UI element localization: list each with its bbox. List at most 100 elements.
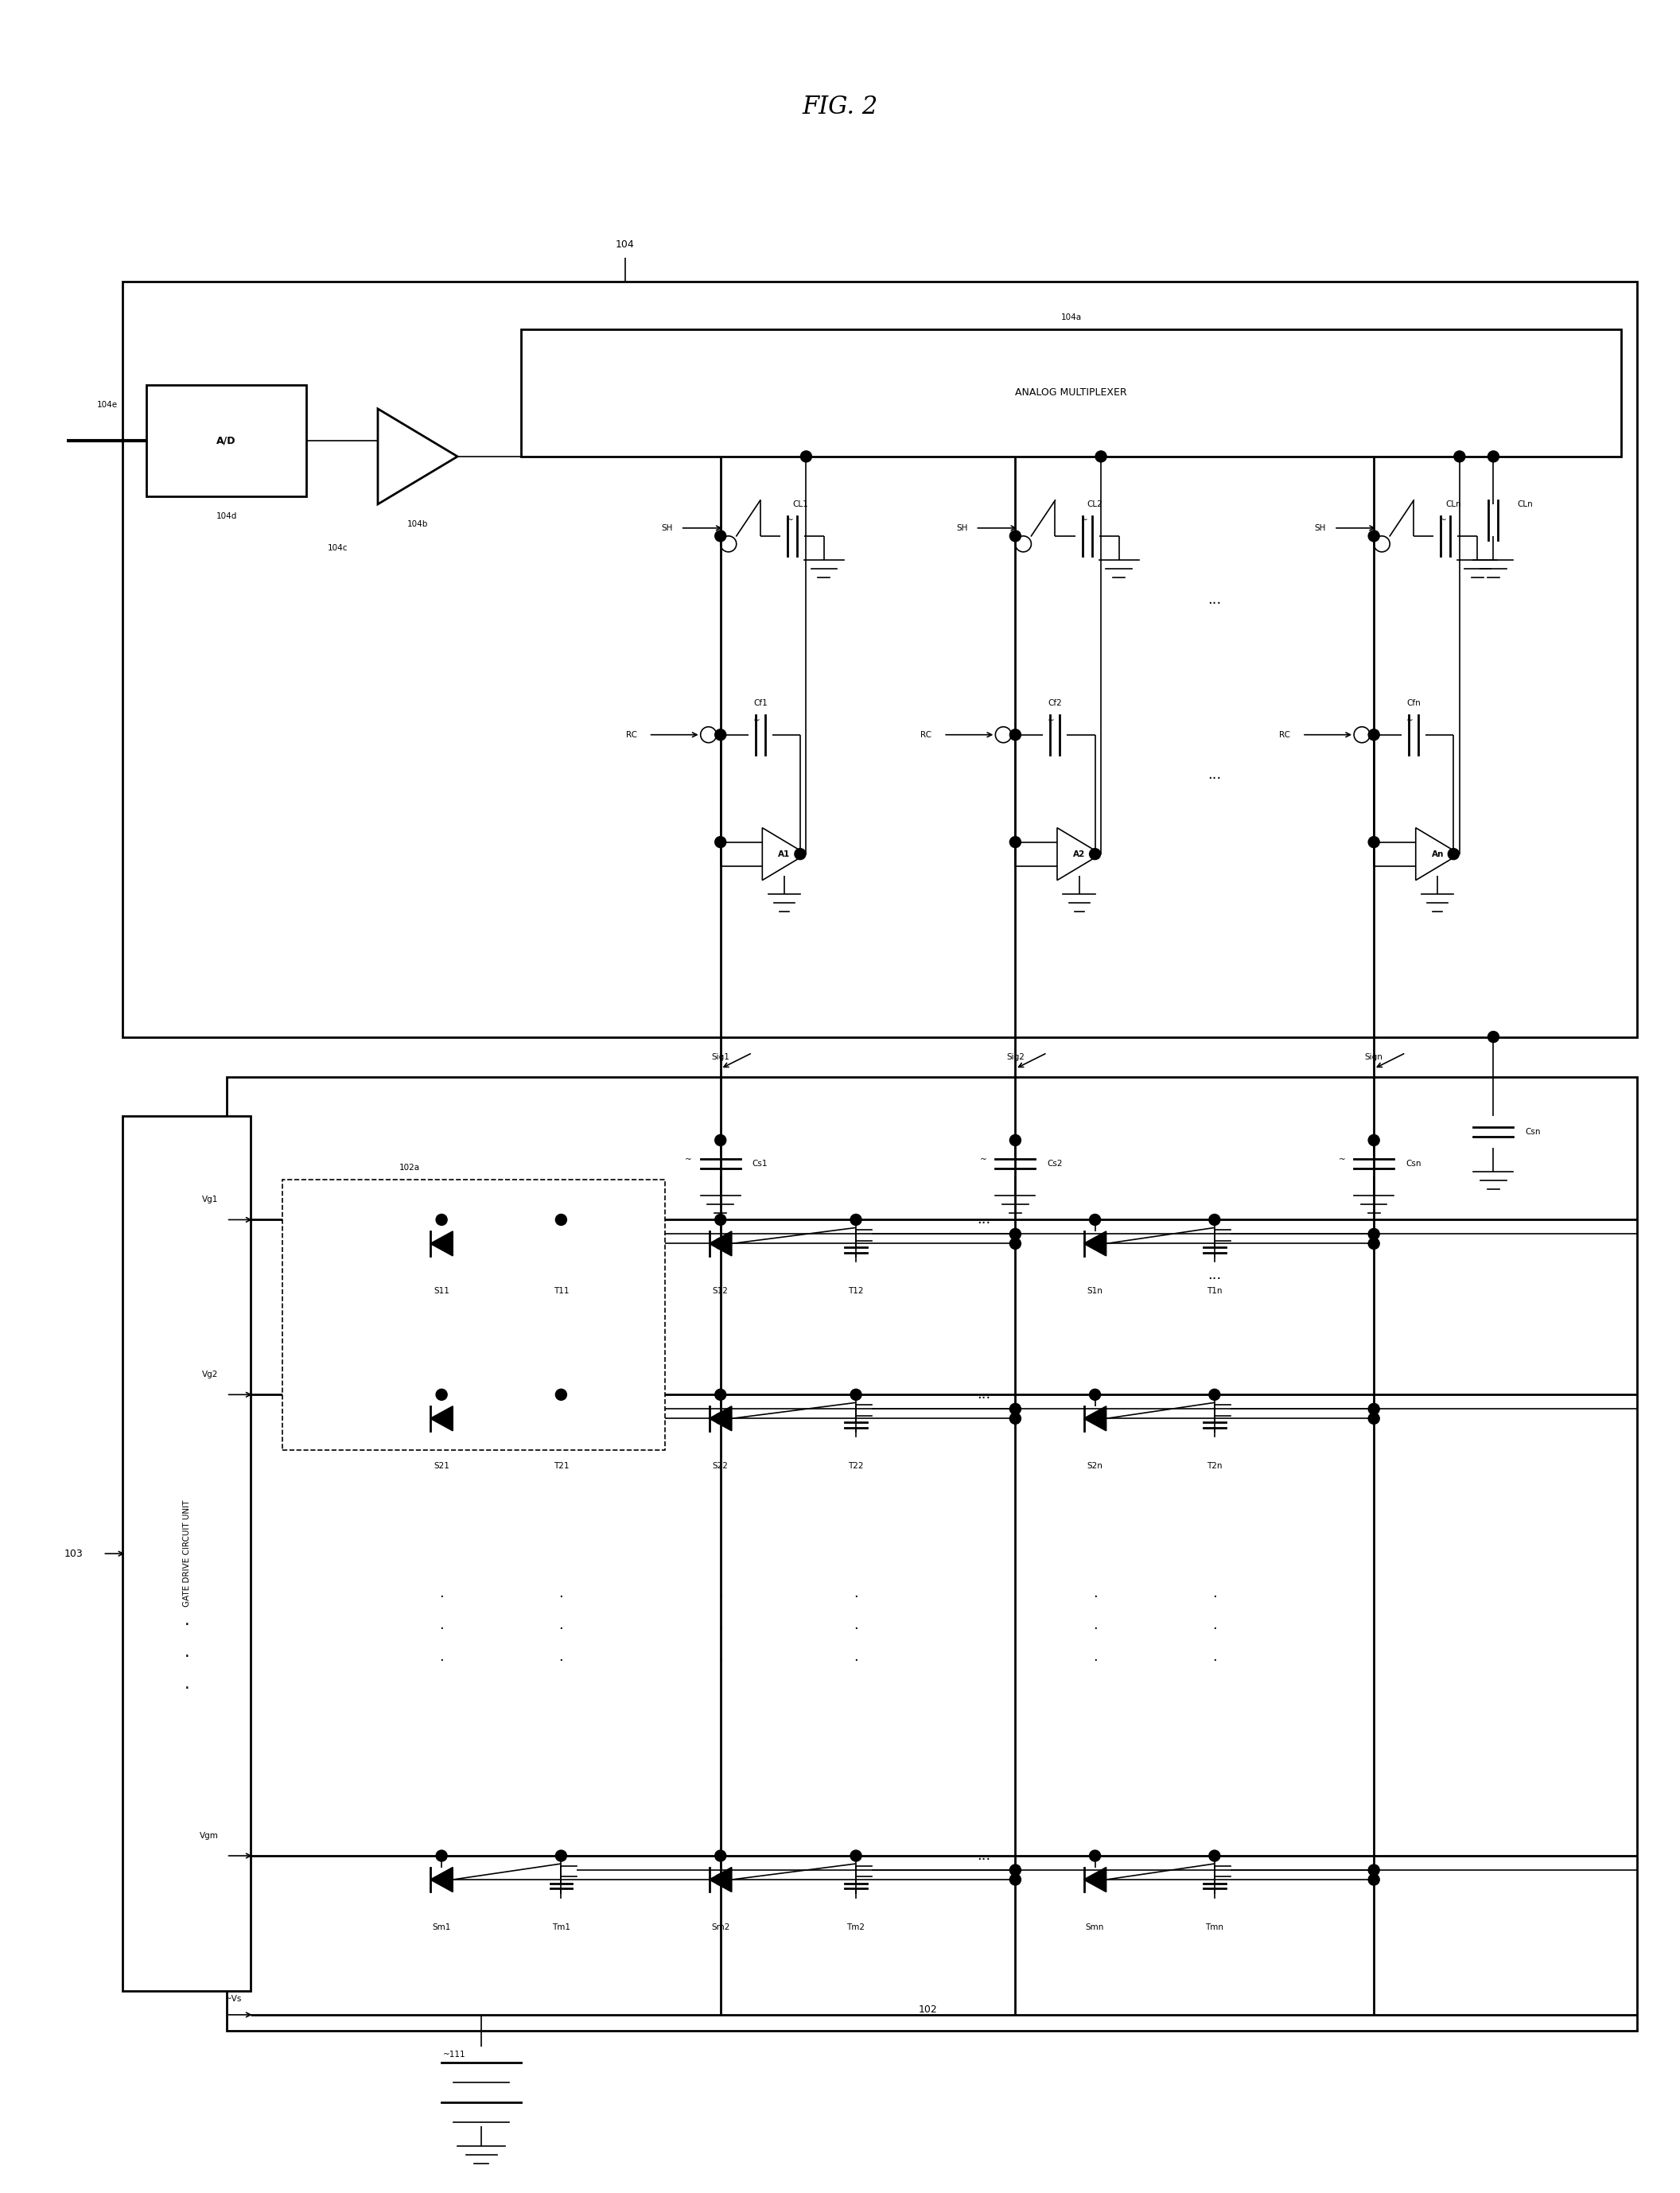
- Text: ~: ~: [1406, 717, 1413, 724]
- Bar: [123, 1116, 250, 1991]
- Text: ...: ...: [1208, 768, 1221, 781]
- Circle shape: [716, 531, 726, 542]
- Text: A/D: A/D: [217, 436, 237, 445]
- Circle shape: [556, 1851, 566, 1862]
- Polygon shape: [1084, 1406, 1105, 1430]
- Circle shape: [1368, 531, 1379, 542]
- Text: 104a: 104a: [1060, 314, 1082, 322]
- Bar: [123, 281, 1636, 1037]
- Bar: [146, 386, 306, 496]
- Text: Csn: Csn: [1525, 1129, 1541, 1136]
- Text: CLn: CLn: [1517, 500, 1534, 509]
- Text: T2n: T2n: [1206, 1463, 1223, 1469]
- Text: .: .: [1092, 1649, 1097, 1664]
- Text: .: .: [438, 1649, 444, 1664]
- Text: Vg2: Vg2: [202, 1371, 218, 1379]
- Circle shape: [556, 1215, 566, 1226]
- Circle shape: [1010, 531, 1021, 542]
- Text: ~: ~: [1440, 515, 1446, 524]
- Text: CL1: CL1: [793, 500, 808, 509]
- Text: ~Vs: ~Vs: [225, 1996, 242, 2002]
- Text: Cf1: Cf1: [753, 700, 768, 706]
- Polygon shape: [430, 1230, 452, 1257]
- Text: T1n: T1n: [1206, 1287, 1223, 1296]
- Circle shape: [1010, 1412, 1021, 1423]
- Text: Csn: Csn: [1406, 1160, 1421, 1169]
- Text: 104b: 104b: [407, 520, 428, 529]
- Circle shape: [716, 1215, 726, 1226]
- Text: Sm2: Sm2: [711, 1923, 729, 1932]
- Polygon shape: [1084, 1230, 1105, 1257]
- Circle shape: [716, 1134, 726, 1145]
- Text: .: .: [559, 1649, 563, 1664]
- Text: Tm2: Tm2: [847, 1923, 865, 1932]
- Text: S11: S11: [433, 1287, 450, 1296]
- Text: ~: ~: [979, 1156, 986, 1164]
- Text: S2n: S2n: [1087, 1463, 1102, 1469]
- Polygon shape: [430, 1406, 452, 1430]
- Text: RC: RC: [625, 730, 637, 739]
- Circle shape: [1095, 452, 1107, 463]
- Text: Vg1: Vg1: [202, 1195, 218, 1204]
- Circle shape: [1368, 1412, 1379, 1423]
- Text: ~: ~: [786, 515, 793, 524]
- Circle shape: [1010, 1134, 1021, 1145]
- Circle shape: [556, 1388, 566, 1399]
- Circle shape: [1089, 1851, 1100, 1862]
- Text: Sig1: Sig1: [711, 1053, 729, 1061]
- Circle shape: [716, 1412, 726, 1423]
- Text: Cs1: Cs1: [753, 1160, 768, 1169]
- Text: Tm1: Tm1: [553, 1923, 570, 1932]
- Circle shape: [1210, 1851, 1220, 1862]
- Circle shape: [716, 836, 726, 849]
- Text: Sign: Sign: [1364, 1053, 1383, 1061]
- Text: Cs2: Cs2: [1047, 1160, 1063, 1169]
- Text: 104e: 104e: [96, 401, 118, 408]
- Polygon shape: [709, 1230, 731, 1257]
- Polygon shape: [1084, 1868, 1105, 1893]
- Text: ~: ~: [1048, 717, 1055, 724]
- Polygon shape: [709, 1406, 731, 1430]
- Text: S12: S12: [712, 1287, 729, 1296]
- Text: ...: ...: [976, 1849, 990, 1862]
- Circle shape: [1453, 452, 1465, 463]
- Text: Tmn: Tmn: [1205, 1923, 1223, 1932]
- Text: T21: T21: [553, 1463, 570, 1469]
- Circle shape: [801, 452, 811, 463]
- Text: 104d: 104d: [217, 513, 237, 520]
- Text: .: .: [717, 1586, 722, 1601]
- Text: 103: 103: [64, 1548, 82, 1559]
- Circle shape: [1448, 849, 1460, 860]
- Circle shape: [716, 730, 726, 741]
- Circle shape: [1368, 836, 1379, 849]
- Circle shape: [1010, 1228, 1021, 1239]
- Text: .: .: [559, 1618, 563, 1632]
- Circle shape: [1010, 730, 1021, 741]
- Circle shape: [1488, 452, 1499, 463]
- Text: .: .: [1213, 1618, 1216, 1632]
- Circle shape: [1368, 1404, 1379, 1414]
- Text: ...: ...: [976, 1213, 990, 1226]
- Text: ·: ·: [183, 1616, 190, 1634]
- Text: Cfn: Cfn: [1406, 700, 1421, 706]
- Bar: [521, 329, 1621, 456]
- Bar: [227, 1077, 1636, 2031]
- Text: T22: T22: [848, 1463, 864, 1469]
- Text: 104c: 104c: [328, 544, 348, 553]
- Circle shape: [1210, 1215, 1220, 1226]
- Circle shape: [716, 1388, 726, 1399]
- Text: 104: 104: [615, 239, 635, 250]
- Text: 102a: 102a: [400, 1164, 420, 1171]
- Text: ...: ...: [1208, 592, 1221, 607]
- Text: CLn: CLn: [1446, 500, 1462, 509]
- Text: .: .: [559, 1586, 563, 1601]
- Circle shape: [716, 1239, 726, 1250]
- Circle shape: [1488, 1031, 1499, 1042]
- Text: .: .: [1092, 1586, 1097, 1601]
- Circle shape: [1010, 1875, 1021, 1886]
- Circle shape: [437, 1215, 447, 1226]
- Circle shape: [716, 1851, 726, 1862]
- Text: .: .: [853, 1649, 858, 1664]
- Circle shape: [437, 1851, 447, 1862]
- Text: A1: A1: [778, 851, 790, 857]
